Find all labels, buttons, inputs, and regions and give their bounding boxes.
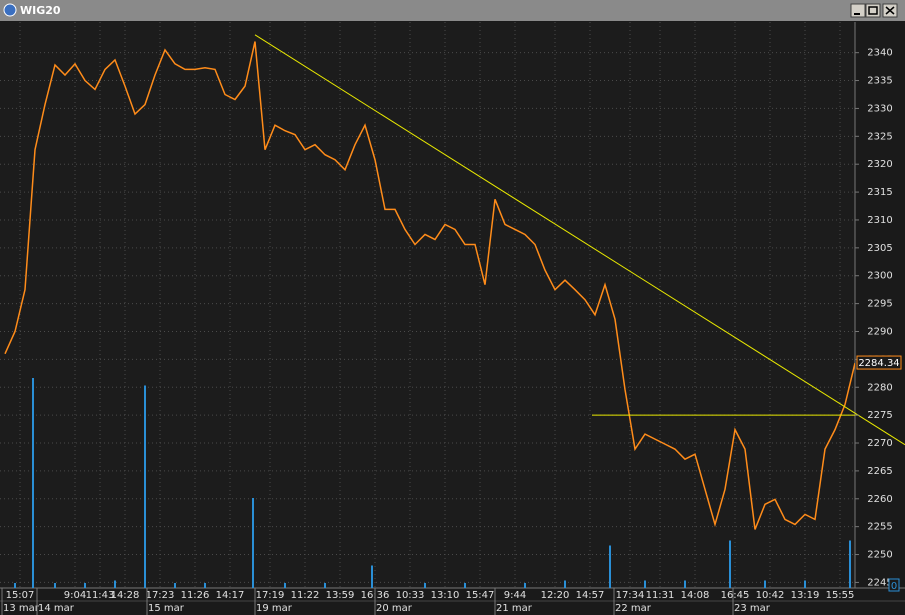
y-tick-label: 2305 [867, 243, 892, 254]
x-tick-label: 17:34 [616, 590, 645, 601]
x-tick-label: 14:17 [216, 590, 245, 601]
x-tick-label: 17:23 [146, 590, 175, 601]
volume-tick-label: 0 [891, 581, 897, 592]
x-tick-label: 17:19 [256, 590, 285, 601]
title-bar [0, 0, 905, 21]
x-tick-label: 15:07 [6, 590, 35, 601]
date-tick-label: 21 mar [496, 603, 533, 614]
y-tick-label: 2250 [867, 550, 892, 561]
x-tick-label: 14:57 [576, 590, 605, 601]
y-tick-label: 2245 [867, 577, 892, 588]
x-tick-label: 16:45 [721, 590, 750, 601]
x-tick-label: 10:42 [756, 590, 785, 601]
x-tick-label: 13:59 [326, 590, 355, 601]
x-tick-label: 10:33 [396, 590, 425, 601]
y-tick-label: 2255 [867, 522, 892, 533]
x-tick-label: 13:19 [791, 590, 820, 601]
trend-layer [254, 34, 905, 446]
y-tick-label: 2325 [867, 131, 892, 142]
close-button[interactable] [882, 3, 898, 18]
date-tick-label: 14 mar [38, 603, 75, 614]
y-tick-label: 2260 [867, 494, 892, 505]
y-tick-label: 2295 [867, 299, 892, 310]
y-tick-label: 2310 [867, 215, 892, 226]
y-tick-label: 2320 [867, 159, 892, 170]
price-line [4, 41, 855, 530]
last-value-box [856, 355, 902, 370]
y-tick-label: 2330 [867, 103, 892, 114]
x-tick-label: 15:55 [826, 590, 855, 601]
app-icon [3, 3, 17, 17]
volume-tick-box [888, 578, 900, 592]
x-tick-label: 14:28 [111, 590, 140, 601]
last-value-label: 2284.34 [858, 358, 899, 369]
y-tick-label: 2300 [867, 271, 892, 282]
y-tick-label: 2280 [867, 382, 892, 393]
window-title: WIG20 [20, 4, 61, 17]
y-tick-label: 2270 [867, 438, 892, 449]
x-tick-label: 15:47 [466, 590, 495, 601]
y-tick-label: 2265 [867, 466, 892, 477]
y-tick-label: 2315 [867, 187, 892, 198]
maximize-button[interactable] [865, 3, 881, 18]
x-tick-label: 11:26 [181, 590, 210, 601]
date-tick-label: 13 mar [3, 603, 40, 614]
y-tick-label: 2340 [867, 48, 892, 59]
x-tick-label: 11:22 [291, 590, 320, 601]
x-tick-label: 12:20 [541, 590, 570, 601]
x-tick-label: 11:31 [646, 590, 675, 601]
trendline [254, 34, 905, 446]
y-tick-label: 2275 [867, 410, 892, 421]
x-tick-label: 14:08 [681, 590, 710, 601]
plot-area [0, 22, 855, 588]
y-tick-label: 2335 [867, 76, 892, 87]
x-tick-label: 9:44 [504, 590, 526, 601]
x-tick-label: 9:04 [64, 590, 86, 601]
date-tick-label: 20 mar [376, 603, 413, 614]
date-tick-label: 22 mar [615, 603, 652, 614]
date-tick-label: 23 mar [734, 603, 771, 614]
date-tick-label: 19 mar [256, 603, 293, 614]
y-tick-label: 2290 [867, 326, 892, 337]
minimize-button[interactable] [850, 3, 866, 18]
x-tick-label: 11:43 [86, 590, 115, 601]
x-tick-label: 13:10 [431, 590, 460, 601]
date-tick-label: 15 mar [148, 603, 185, 614]
